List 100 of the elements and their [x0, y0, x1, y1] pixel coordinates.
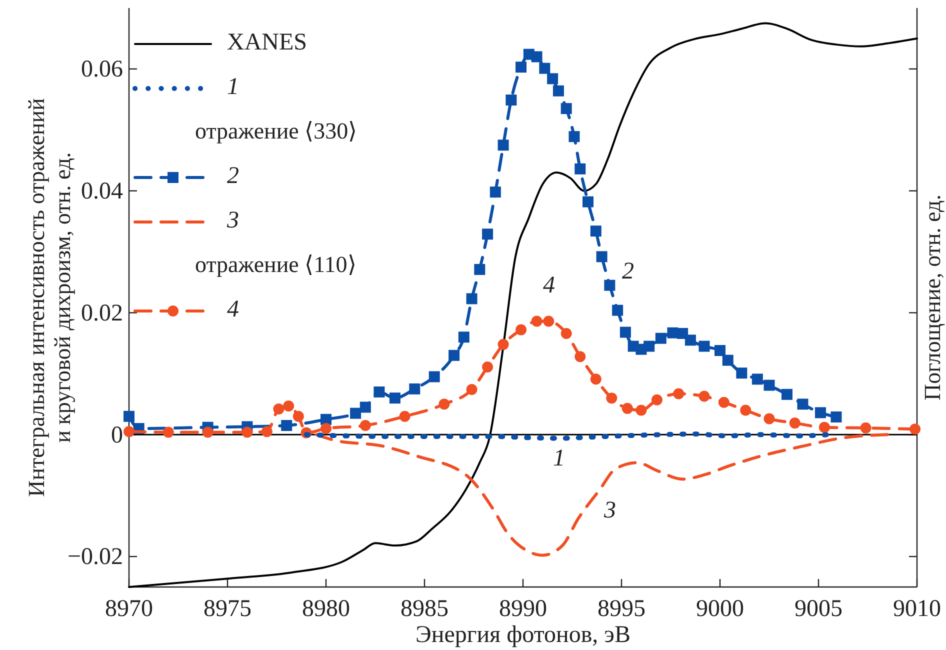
point: [590, 226, 602, 237]
annotation: 3: [603, 498, 616, 524]
point: [547, 73, 558, 84]
point: [582, 196, 594, 208]
x-tick-label: 9010: [893, 596, 941, 622]
point: [684, 334, 696, 346]
point: [612, 304, 624, 316]
point: [560, 103, 572, 114]
point: [516, 324, 527, 336]
point: [606, 392, 618, 404]
point: [162, 426, 174, 438]
point: [552, 85, 564, 96]
point: [590, 374, 602, 385]
y2-axis-title: Поглощение, отн. ед.: [920, 194, 945, 401]
point: [474, 264, 486, 275]
point: [242, 426, 253, 438]
point: [814, 407, 826, 418]
point: [124, 426, 134, 438]
legend-label: XANES: [227, 30, 308, 56]
point: [531, 316, 542, 327]
point: [667, 327, 678, 338]
legend-label: 3: [226, 208, 239, 234]
point: [818, 422, 830, 433]
legend-label: 1: [227, 74, 239, 100]
point: [360, 420, 371, 431]
point: [596, 251, 608, 262]
point: [531, 51, 542, 62]
point: [722, 354, 734, 366]
point: [482, 361, 494, 372]
point: [714, 345, 726, 356]
legend-label: 2: [227, 163, 239, 190]
point: [466, 384, 478, 396]
point: [374, 386, 385, 398]
legend-label: 4: [227, 296, 239, 323]
annotation: 2: [622, 258, 634, 285]
point: [781, 388, 792, 400]
point: [506, 94, 517, 106]
point: [752, 374, 763, 385]
point: [261, 426, 272, 438]
x-tick-label: 8995: [598, 596, 646, 622]
point: [273, 404, 284, 415]
y-tick-label: 0.06: [81, 56, 123, 83]
point: [789, 418, 800, 429]
x-tick-label: 8970: [105, 596, 153, 622]
point: [604, 280, 616, 291]
point: [516, 62, 527, 73]
point: [466, 293, 478, 304]
point: [673, 388, 684, 400]
x-tick-label: 9005: [794, 596, 842, 622]
point: [910, 424, 921, 435]
point: [568, 131, 580, 142]
point: [539, 62, 550, 74]
point: [448, 350, 460, 361]
point: [124, 410, 134, 422]
x-tick-label: 8975: [204, 596, 252, 622]
y-tick-label: −0.02: [67, 544, 123, 570]
point: [764, 413, 775, 424]
point: [283, 400, 294, 412]
point: [438, 398, 450, 410]
point: [350, 408, 362, 419]
point: [574, 163, 586, 174]
point: [622, 402, 633, 414]
point: [458, 332, 470, 343]
point: [498, 140, 509, 151]
point: [636, 404, 647, 416]
x-tick-label: 8985: [400, 596, 448, 622]
point: [655, 332, 666, 344]
x-axis-title: Энергия фотонов, эВ: [416, 622, 630, 648]
point: [409, 383, 420, 394]
point: [320, 423, 332, 434]
point: [202, 426, 214, 438]
annotation: отражение ⟨330⟩: [195, 118, 358, 144]
x-tick-label: 9000: [696, 596, 744, 622]
point: [644, 340, 655, 352]
point: [560, 328, 572, 339]
point: [860, 422, 872, 434]
point: [399, 410, 410, 422]
point: [620, 326, 631, 338]
x-tick-label: 8990: [499, 596, 547, 622]
point: [498, 338, 509, 350]
y-tick-label: 0.02: [81, 300, 123, 326]
y-tick-label: 0: [111, 422, 123, 448]
x-tick-label: 8980: [302, 596, 350, 622]
y-axis-title: Интегральная интенсивность отражений и круговой дихроизм, отн. ед.: [24, 98, 75, 497]
annotation: 1: [553, 446, 565, 472]
point: [292, 410, 304, 422]
annotation: 4: [543, 272, 555, 299]
point: [718, 396, 730, 408]
y-tick-label: 0.04: [81, 178, 123, 205]
point: [651, 394, 662, 406]
annotation: отражение ⟨110⟩: [195, 252, 356, 277]
point: [360, 402, 371, 413]
point: [830, 411, 842, 422]
point: [740, 404, 752, 416]
point: [482, 228, 494, 240]
point: [698, 390, 710, 402]
point: [797, 398, 808, 410]
point: [320, 414, 332, 425]
point: [428, 371, 440, 382]
point: [281, 420, 292, 431]
